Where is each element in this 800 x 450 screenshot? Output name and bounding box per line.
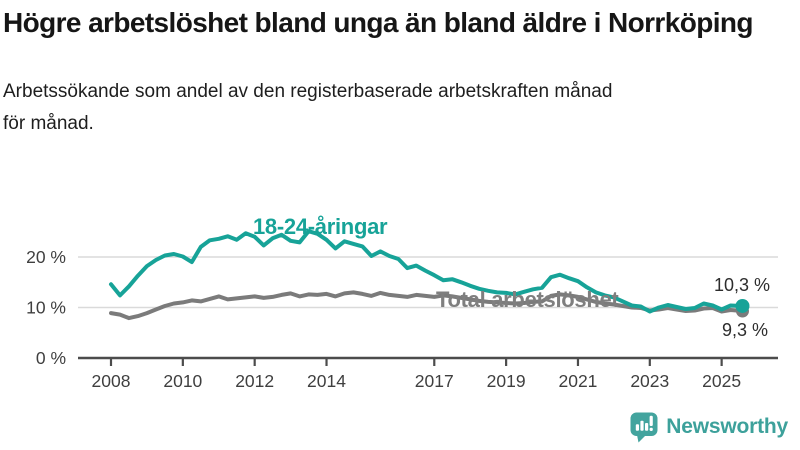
total-series-line xyxy=(109,290,745,321)
series-label-youth: 18-24-åringar xyxy=(253,214,388,239)
page-title: Högre arbetslöshet bland unga än bland ä… xyxy=(3,7,754,38)
y-tick-label: 10 % xyxy=(26,298,66,318)
newsworthy-logo: Newsworthy xyxy=(629,411,788,443)
x-tick-label: 2017 xyxy=(415,371,454,391)
x-tick-label: 2019 xyxy=(487,371,526,391)
y-tick-label: 0 % xyxy=(36,348,66,368)
x-tick-label: 2021 xyxy=(558,371,597,391)
x-tick-label: 2010 xyxy=(163,371,202,391)
youth-end-dot xyxy=(735,298,750,313)
chart-subtitle: Arbetssökande som andel av den registerb… xyxy=(3,76,797,140)
youth-series-line xyxy=(109,229,745,314)
x-tick-label: 2012 xyxy=(235,371,274,391)
chart-header: Högre arbetslöshet bland unga än bland ä… xyxy=(3,4,797,140)
newsworthy-logo-icon xyxy=(630,412,658,443)
x-tick-label: 2008 xyxy=(92,371,131,391)
subtitle-line-2: för månad. xyxy=(3,113,94,134)
brand-name: Newsworthy xyxy=(666,415,788,438)
y-tick-label: 20 % xyxy=(26,247,66,267)
value-label-total: 9,3 % xyxy=(721,320,768,340)
value-label-youth: 10,3 % xyxy=(713,275,770,295)
x-tick-label: 2025 xyxy=(702,371,741,391)
series-label-total: Total arbetslöshet xyxy=(436,287,619,312)
x-tick-label: 2014 xyxy=(307,371,346,391)
x-tick-label: 2023 xyxy=(630,371,669,391)
subtitle-line-1: Arbetssökande som andel av den registerb… xyxy=(3,81,613,102)
